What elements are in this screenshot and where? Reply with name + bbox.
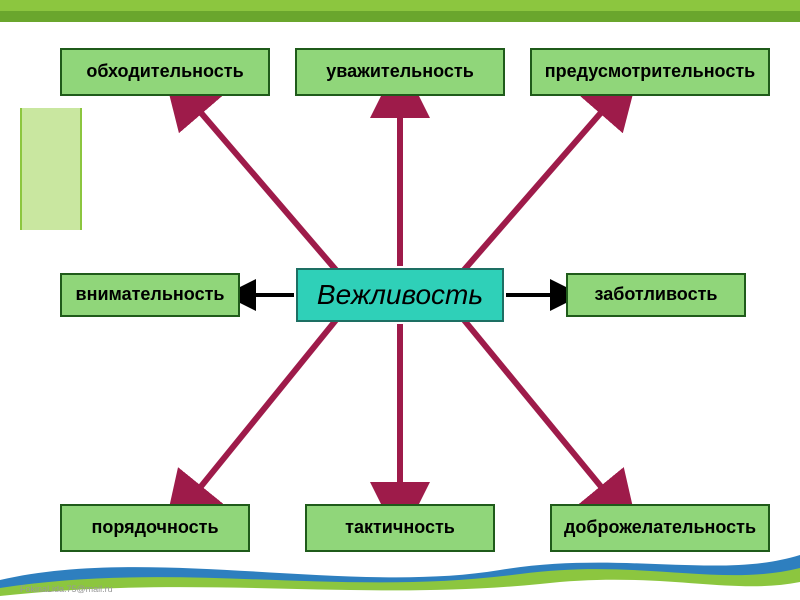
top-decor-band: [0, 0, 800, 22]
watermark: FokinaLida.75@mail.ru: [20, 584, 113, 594]
node-label: доброжелательность: [564, 518, 756, 538]
arrow: [464, 100, 612, 270]
node-tact: тактичность: [305, 504, 495, 552]
arrow: [190, 100, 336, 270]
node-label: предусмотрительность: [545, 62, 755, 82]
node-label: обходительность: [86, 62, 243, 82]
node-label: порядочность: [91, 518, 218, 538]
watermark-text: FokinaLida.75@mail.ru: [20, 584, 113, 594]
node-respect: уважительность: [295, 48, 505, 96]
arrow: [190, 320, 336, 500]
node-foresight: предусмотрительность: [530, 48, 770, 96]
node-label: внимательность: [76, 285, 225, 305]
arrow: [464, 320, 612, 500]
node-courtesy: обходительность: [60, 48, 270, 96]
node-goodwill: доброжелательность: [550, 504, 770, 552]
node-label: тактичность: [345, 518, 455, 538]
left-decor-bar: [20, 108, 82, 230]
center-node: Вежливость: [296, 268, 504, 322]
node-attentiveness: внимательность: [60, 273, 240, 317]
node-caring: заботливость: [566, 273, 746, 317]
node-label: заботливость: [595, 285, 718, 305]
center-label: Вежливость: [317, 280, 483, 311]
slide-root: обходительность уважительность предусмотри…: [0, 0, 800, 600]
node-label: уважительность: [326, 62, 474, 82]
node-decency: порядочность: [60, 504, 250, 552]
